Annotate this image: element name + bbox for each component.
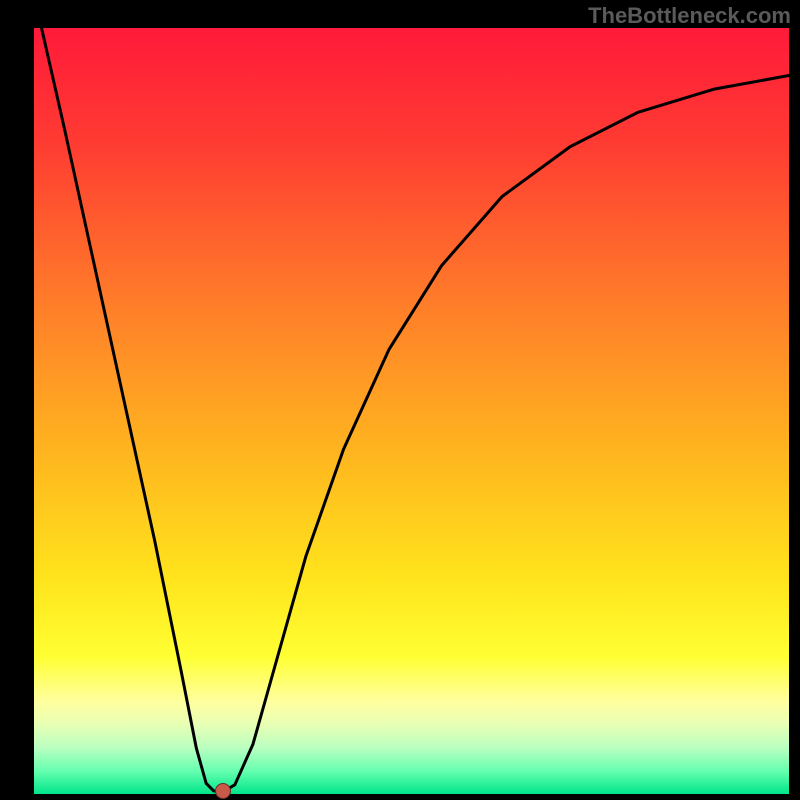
optimal-point-marker [215, 783, 231, 799]
chart-container: TheBottleneck.com [0, 0, 800, 800]
gradient-background [34, 28, 789, 794]
plot-area [34, 28, 789, 794]
watermark-text: TheBottleneck.com [588, 3, 791, 29]
